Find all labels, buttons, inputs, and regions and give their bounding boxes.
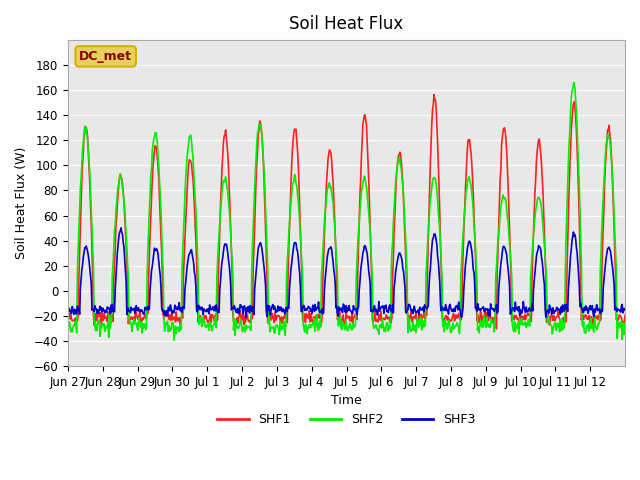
SHF3 xyxy=(64,308,72,313)
SHF2 xyxy=(129,318,137,324)
SHF1 xyxy=(493,326,500,332)
SHF2 xyxy=(282,332,289,338)
SHF3 xyxy=(406,301,413,307)
SHF3 xyxy=(436,302,444,308)
SHF2 xyxy=(170,337,178,343)
SHF3 xyxy=(131,305,138,311)
SHF2 xyxy=(621,321,629,327)
SHF1 xyxy=(280,315,288,321)
SHF2 xyxy=(436,228,444,234)
X-axis label: Time: Time xyxy=(331,394,362,407)
SHF1 xyxy=(129,317,137,323)
SHF1 xyxy=(232,321,239,327)
SHF3 xyxy=(117,225,125,231)
SHF2 xyxy=(570,80,578,85)
SHF3 xyxy=(233,306,241,312)
SHF1 xyxy=(430,92,438,97)
SHF1 xyxy=(621,312,629,318)
Line: SHF2: SHF2 xyxy=(68,83,625,340)
SHF3 xyxy=(282,305,290,311)
Y-axis label: Soil Heat Flux (W): Soil Heat Flux (W) xyxy=(15,147,28,259)
SHF3 xyxy=(621,306,629,312)
SHF2 xyxy=(404,322,412,328)
Text: DC_met: DC_met xyxy=(79,50,132,63)
SHF2 xyxy=(64,322,72,328)
SHF1 xyxy=(404,313,412,319)
SHF3 xyxy=(261,273,269,278)
SHF1 xyxy=(260,159,268,165)
Line: SHF1: SHF1 xyxy=(68,95,625,329)
Title: Soil Heat Flux: Soil Heat Flux xyxy=(289,15,404,33)
SHF1 xyxy=(64,314,72,320)
SHF1 xyxy=(436,213,444,219)
SHF2 xyxy=(260,168,268,174)
Line: SHF3: SHF3 xyxy=(68,228,625,317)
SHF3 xyxy=(242,314,250,320)
Legend: SHF1, SHF2, SHF3: SHF1, SHF2, SHF3 xyxy=(212,408,481,432)
SHF2 xyxy=(233,325,241,331)
